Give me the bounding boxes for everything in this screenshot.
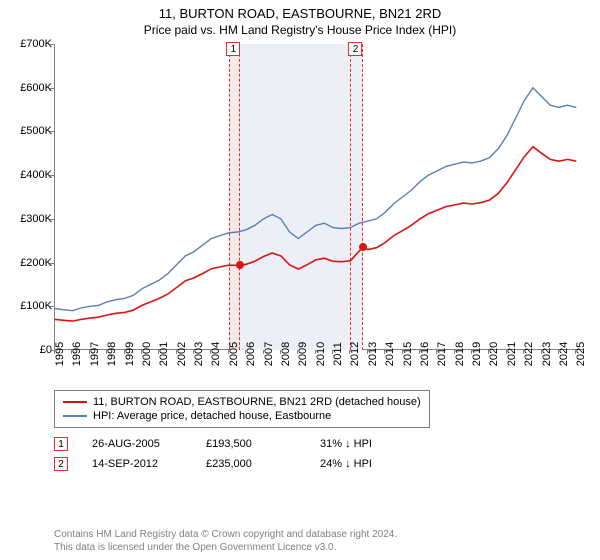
x-axis-label: 2003 <box>193 342 205 366</box>
legend-label: HPI: Average price, detached house, East… <box>93 410 331 422</box>
sales-table: 1 26-AUG-2005 £193,500 31% ↓ HPI 2 14-SEP-201… <box>54 434 410 474</box>
chart-area: £0£100K£200K£300K£400K£500K£600K£700K199… <box>8 44 592 384</box>
x-axis-label: 2016 <box>419 342 431 366</box>
footer-line-2: This data is licensed under the Open Gov… <box>54 541 397 554</box>
plot-area <box>54 44 584 350</box>
legend-item: HPI: Average price, detached house, East… <box>63 409 421 423</box>
sales-row: 2 14-SEP-2012 £235,000 24% ↓ HPI <box>54 454 410 474</box>
y-axis-label: £300K <box>8 213 52 225</box>
x-axis-label: 2005 <box>228 342 240 366</box>
y-axis-label: £700K <box>8 38 52 50</box>
x-axis-label: 2019 <box>471 342 483 366</box>
x-axis-label: 2013 <box>367 342 379 366</box>
chart-title: 11, BURTON ROAD, EASTBOURNE, BN21 2RD <box>0 0 600 21</box>
sale-point-dot <box>236 261 244 269</box>
sale-marker: 2 <box>348 42 362 56</box>
y-axis-label: £600K <box>8 82 52 94</box>
series-hpi <box>55 88 576 311</box>
legend-label: 11, BURTON ROAD, EASTBOURNE, BN21 2RD (d… <box>93 396 421 408</box>
y-axis-label: £0 <box>8 344 52 356</box>
sale-delta: 31% ↓ HPI <box>320 438 410 450</box>
x-axis-label: 2018 <box>454 342 466 366</box>
x-axis-label: 2014 <box>384 342 396 366</box>
sale-date: 26-AUG-2005 <box>92 438 182 450</box>
legend: 11, BURTON ROAD, EASTBOURNE, BN21 2RD (d… <box>54 390 430 428</box>
x-axis-label: 2011 <box>332 342 344 366</box>
legend-item: 11, BURTON ROAD, EASTBOURNE, BN21 2RD (d… <box>63 395 421 409</box>
sale-price: £235,000 <box>206 458 296 470</box>
sale-point-dot <box>359 243 367 251</box>
x-axis-label: 1999 <box>124 342 136 366</box>
x-axis-label: 2001 <box>158 342 170 366</box>
sales-row: 1 26-AUG-2005 £193,500 31% ↓ HPI <box>54 434 410 454</box>
x-axis-label: 2002 <box>176 342 188 366</box>
x-axis-label: 1996 <box>71 342 83 366</box>
sale-delta: 24% ↓ HPI <box>320 458 410 470</box>
x-axis-label: 1998 <box>106 342 118 366</box>
sale-marker: 1 <box>226 42 240 56</box>
sale-marker-icon: 1 <box>54 437 68 451</box>
x-axis-label: 2015 <box>402 342 414 366</box>
x-axis-label: 2000 <box>141 342 153 366</box>
legend-swatch <box>63 401 87 403</box>
x-axis-label: 1997 <box>89 342 101 366</box>
x-axis-label: 2020 <box>488 342 500 366</box>
y-axis-label: £200K <box>8 257 52 269</box>
line-series-svg <box>55 44 585 350</box>
x-axis-label: 2024 <box>558 342 570 366</box>
x-axis-label: 2008 <box>280 342 292 366</box>
x-axis-label: 1995 <box>54 342 66 366</box>
x-axis-label: 2025 <box>575 342 587 366</box>
x-axis-label: 2009 <box>297 342 309 366</box>
y-axis-label: £500K <box>8 125 52 137</box>
x-axis-label: 2007 <box>263 342 275 366</box>
footer-attribution: Contains HM Land Registry data © Crown c… <box>54 528 397 554</box>
x-axis-label: 2006 <box>245 342 257 366</box>
sale-date: 14-SEP-2012 <box>92 458 182 470</box>
x-axis-label: 2012 <box>349 342 361 366</box>
y-axis-label: £400K <box>8 169 52 181</box>
x-axis-label: 2021 <box>506 342 518 366</box>
y-axis-label: £100K <box>8 300 52 312</box>
sale-price: £193,500 <box>206 438 296 450</box>
footer-line-1: Contains HM Land Registry data © Crown c… <box>54 528 397 541</box>
chart-container: 11, BURTON ROAD, EASTBOURNE, BN21 2RD Pr… <box>0 0 600 560</box>
x-axis-label: 2022 <box>523 342 535 366</box>
sale-marker-icon: 2 <box>54 457 68 471</box>
x-axis-label: 2004 <box>210 342 222 366</box>
x-axis-label: 2017 <box>436 342 448 366</box>
x-axis-label: 2010 <box>315 342 327 366</box>
legend-swatch <box>63 415 87 417</box>
chart-subtitle: Price paid vs. HM Land Registry's House … <box>0 21 600 37</box>
x-axis-label: 2023 <box>541 342 553 366</box>
